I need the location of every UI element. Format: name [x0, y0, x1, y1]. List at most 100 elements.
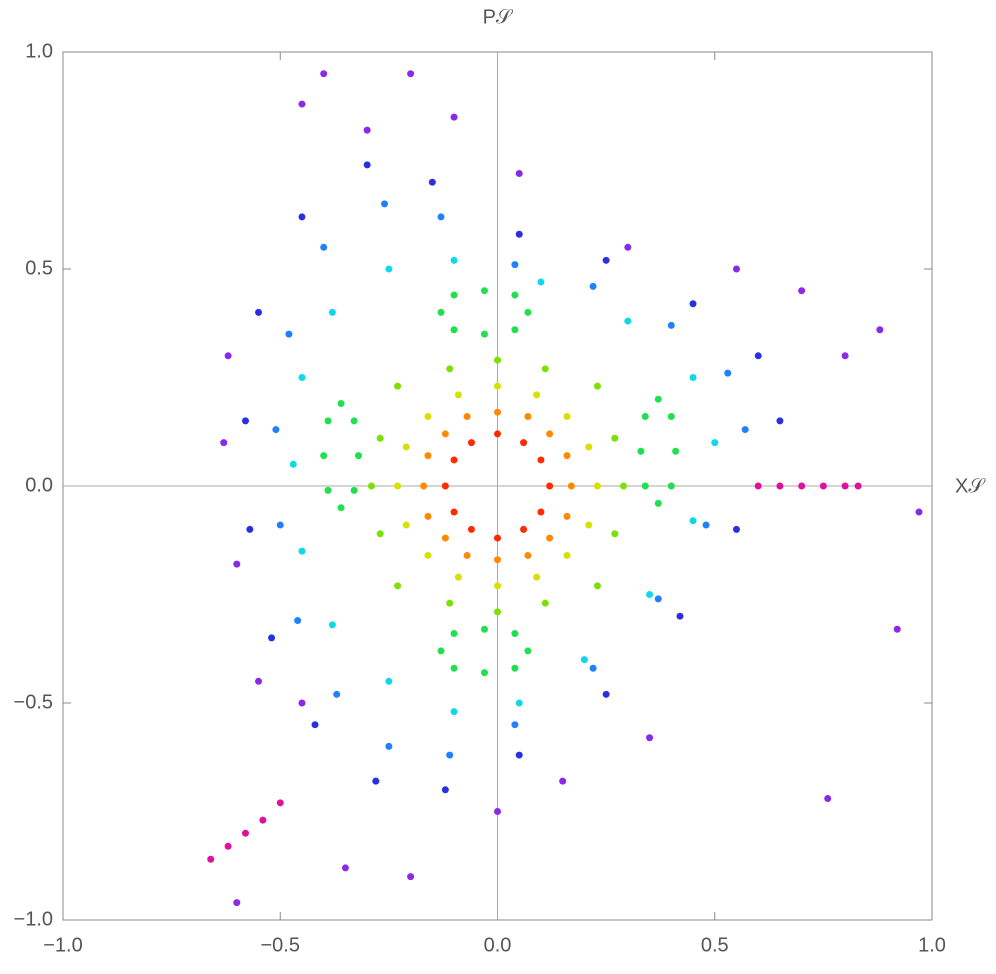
- point: [602, 256, 610, 264]
- point: [467, 525, 475, 533]
- point: [298, 100, 306, 108]
- point: [511, 630, 519, 638]
- point: [341, 864, 349, 872]
- point: [563, 413, 571, 421]
- y-axis-label: P𝒮: [483, 6, 514, 28]
- point: [611, 530, 619, 538]
- y-tick-label: −1.0: [14, 908, 53, 930]
- point: [637, 447, 645, 455]
- point: [819, 482, 827, 490]
- point: [480, 287, 488, 295]
- point: [394, 582, 402, 590]
- point: [646, 734, 654, 742]
- point: [541, 599, 549, 607]
- point: [841, 482, 849, 490]
- point: [454, 391, 462, 399]
- point: [428, 178, 436, 186]
- point: [537, 278, 545, 286]
- point: [654, 595, 662, 603]
- point: [754, 482, 762, 490]
- point: [559, 777, 567, 785]
- point: [589, 664, 597, 672]
- point: [298, 699, 306, 707]
- point: [268, 634, 276, 642]
- point: [437, 213, 445, 221]
- point: [537, 508, 545, 516]
- point: [494, 608, 501, 616]
- point: [294, 617, 302, 625]
- point: [480, 669, 488, 677]
- point: [324, 417, 332, 425]
- point: [233, 560, 241, 568]
- point: [424, 452, 432, 460]
- point: [741, 426, 749, 434]
- point: [854, 482, 862, 490]
- point: [311, 721, 319, 729]
- point: [515, 170, 523, 178]
- point: [546, 482, 554, 490]
- point: [511, 664, 519, 672]
- point: [546, 430, 554, 438]
- point: [407, 873, 415, 881]
- point: [563, 551, 571, 559]
- point: [420, 482, 428, 490]
- point: [494, 382, 501, 390]
- point: [689, 517, 697, 525]
- point: [424, 551, 432, 559]
- point: [394, 482, 402, 490]
- point: [480, 330, 488, 338]
- point: [480, 625, 488, 633]
- point: [367, 482, 375, 490]
- point: [224, 352, 232, 360]
- point: [537, 456, 545, 464]
- point: [567, 482, 575, 490]
- point: [494, 582, 501, 590]
- point: [546, 534, 554, 542]
- point: [511, 721, 519, 729]
- point: [689, 300, 697, 308]
- point: [593, 482, 601, 490]
- point: [241, 829, 249, 837]
- point: [654, 499, 662, 507]
- point: [494, 534, 501, 542]
- point: [520, 439, 528, 447]
- point: [524, 647, 532, 655]
- point: [776, 482, 784, 490]
- point: [450, 291, 458, 299]
- point: [515, 230, 523, 238]
- point: [259, 816, 267, 824]
- point: [394, 382, 402, 390]
- point: [224, 842, 232, 850]
- x-tick-label: −1.0: [43, 934, 82, 956]
- y-tick-label: 0.5: [25, 257, 53, 279]
- point: [511, 261, 519, 269]
- point: [876, 326, 884, 334]
- point: [646, 591, 654, 598]
- point: [667, 413, 675, 421]
- point: [611, 434, 619, 442]
- point: [407, 70, 415, 78]
- point: [255, 677, 263, 685]
- point: [320, 243, 328, 251]
- x-axis-label: X𝒮: [955, 475, 986, 497]
- point: [676, 612, 684, 620]
- point: [207, 855, 215, 863]
- point: [602, 690, 610, 698]
- point: [672, 447, 680, 455]
- point: [350, 417, 358, 425]
- point: [276, 521, 284, 529]
- point: [524, 308, 532, 316]
- point: [255, 308, 263, 316]
- point: [220, 439, 228, 447]
- point: [272, 426, 280, 434]
- point: [376, 434, 384, 442]
- point: [450, 708, 458, 716]
- point: [624, 243, 632, 251]
- point: [620, 482, 628, 490]
- point: [328, 308, 336, 316]
- point: [328, 621, 336, 629]
- point: [533, 573, 541, 581]
- point: [724, 369, 732, 377]
- point: [354, 452, 362, 460]
